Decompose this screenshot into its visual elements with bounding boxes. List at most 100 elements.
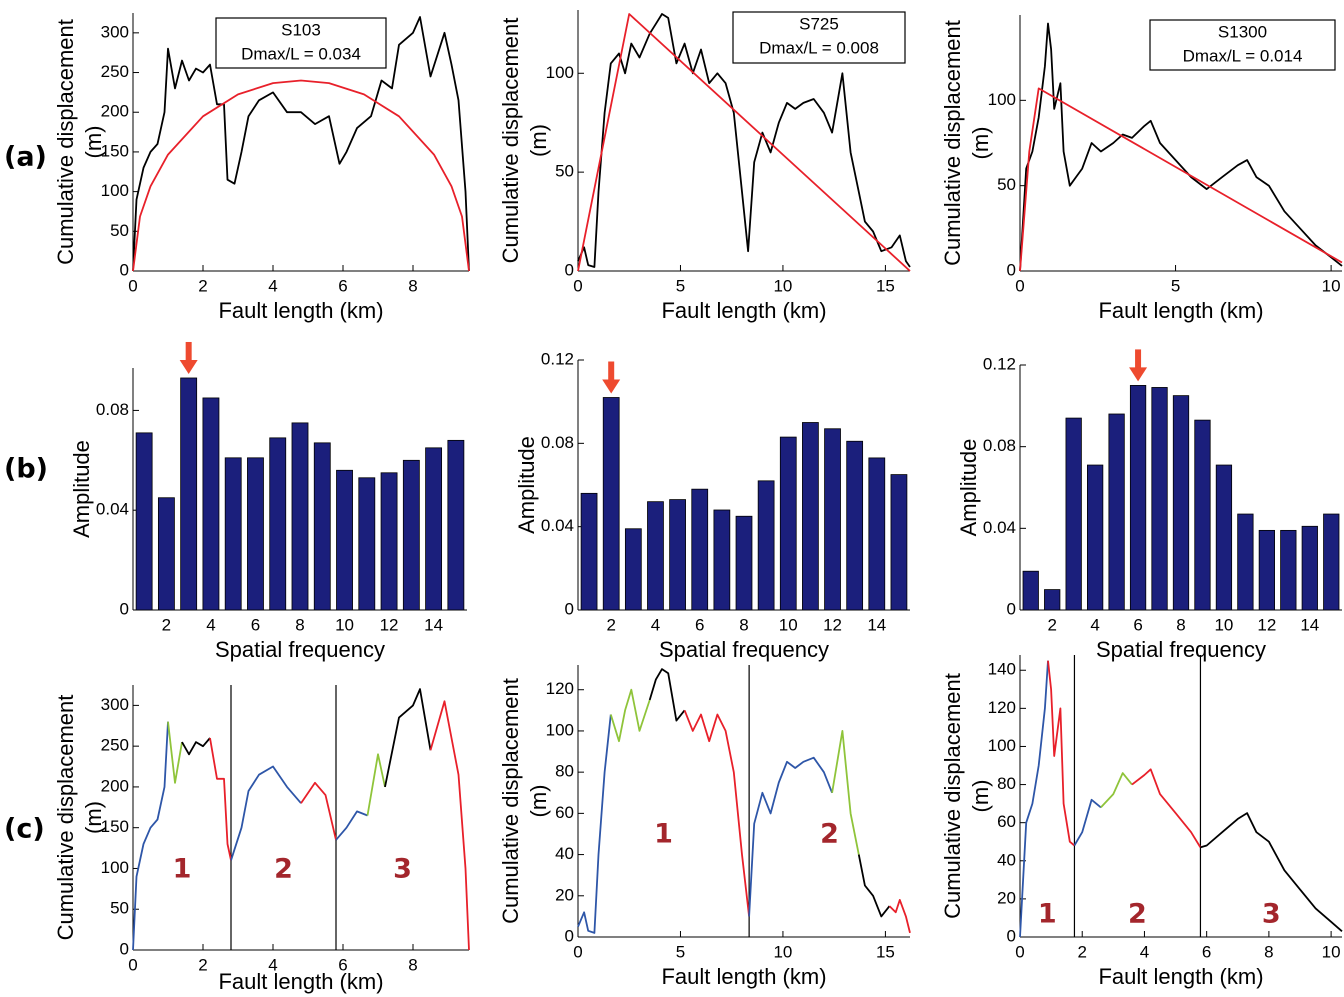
annotation: Dmax/L = 0.008	[759, 38, 879, 57]
bar	[757, 480, 775, 611]
x-tick-label: 10	[1322, 276, 1341, 295]
profile-line	[683, 709, 750, 917]
x-tick-label: 10	[779, 615, 798, 634]
bar	[602, 397, 620, 611]
x-tick-label: 8	[408, 276, 417, 295]
bar	[202, 397, 220, 611]
profile-line	[209, 737, 232, 861]
y-tick-label: 100	[546, 720, 574, 739]
profile-line	[366, 753, 386, 816]
x-tick-label: 4	[1140, 942, 1149, 961]
y-tick-label: 0	[120, 260, 129, 279]
bar	[1258, 529, 1275, 611]
y-axis-label: Amplitude	[69, 440, 94, 538]
x-tick-label: 0	[128, 955, 137, 974]
profile-line	[857, 854, 891, 918]
y-tick-label: 200	[101, 776, 129, 795]
profile-line	[1073, 798, 1102, 846]
row-label: (a)	[4, 142, 47, 173]
peak-arrow-part	[179, 359, 198, 374]
x-tick-label: 6	[338, 276, 347, 295]
bar	[447, 439, 465, 611]
annotation: Dmax/L = 0.014	[1183, 46, 1303, 65]
y-axis-label: Cumulative displacement	[940, 20, 965, 266]
profile-line	[335, 810, 368, 841]
annotation: S725	[799, 14, 839, 33]
profile-line	[888, 899, 911, 934]
x-tick-label: 14	[1300, 615, 1319, 634]
profile-line	[132, 16, 470, 272]
y-axis-label: Amplitude	[956, 439, 981, 537]
x-tick-label: 15	[876, 942, 895, 961]
bar	[713, 509, 731, 611]
y-axis-label: (m)	[526, 785, 551, 818]
peak-arrow	[1129, 349, 1148, 382]
bar	[1194, 419, 1211, 611]
profile-line	[132, 721, 169, 951]
x-tick-label: 10	[773, 276, 792, 295]
x-tick-label: 10	[773, 942, 792, 961]
y-tick-label: 0.08	[96, 400, 129, 419]
profile-line	[577, 13, 911, 272]
x-tick-label: 2	[606, 615, 615, 634]
x-axis-label: Spatial frequency	[659, 637, 829, 662]
bar	[802, 422, 819, 611]
bar	[313, 442, 331, 611]
bar	[1172, 395, 1190, 611]
x-tick-label: 0	[1015, 276, 1024, 295]
y-tick-label: 50	[997, 175, 1016, 194]
profile-line	[167, 721, 183, 784]
bar	[1087, 464, 1104, 611]
y-tick-label: 20	[555, 885, 574, 904]
bar	[402, 459, 420, 611]
y-axis-label: Cumulative displacement	[53, 695, 78, 941]
annotation: Dmax/L = 0.034	[241, 44, 361, 63]
bar	[735, 515, 753, 611]
bar	[380, 472, 398, 611]
bar	[224, 457, 242, 611]
profile-line	[384, 688, 432, 788]
segment-label: 2	[820, 819, 839, 850]
y-axis-label: Amplitude	[514, 436, 539, 534]
profile-line	[609, 688, 651, 743]
profile-line	[1100, 772, 1133, 809]
profile-line	[429, 700, 470, 951]
bar	[1108, 413, 1125, 611]
profile-line	[1200, 812, 1343, 932]
y-tick-label: 0.08	[983, 436, 1016, 455]
x-tick-label: 8	[739, 615, 748, 634]
profile-line	[300, 781, 337, 841]
bar	[691, 488, 709, 611]
x-tick-label: 2	[198, 276, 207, 295]
y-tick-label: 0	[120, 939, 129, 958]
y-tick-label: 0	[565, 599, 574, 618]
bar	[247, 457, 264, 611]
peak-arrow	[179, 341, 198, 374]
bar	[1044, 589, 1061, 611]
x-tick-label: 8	[1264, 942, 1273, 961]
y-axis-label: Cumulative displacement	[498, 678, 523, 924]
profile-line	[1131, 768, 1202, 848]
bar	[1129, 385, 1147, 611]
bar	[890, 474, 908, 611]
bar	[1280, 529, 1297, 611]
segment-label: 2	[274, 854, 293, 885]
x-tick-label: 6	[1202, 942, 1211, 961]
x-tick-label: 4	[651, 615, 660, 634]
y-tick-label: 40	[555, 844, 574, 863]
profile-line	[132, 79, 470, 272]
y-tick-label: 40	[997, 850, 1016, 869]
x-tick-label: 8	[295, 615, 304, 634]
y-tick-label: 0	[120, 599, 129, 618]
x-tick-label: 14	[867, 615, 886, 634]
y-tick-label: 150	[101, 817, 129, 836]
x-tick-label: 8	[1176, 615, 1185, 634]
bar	[779, 436, 797, 611]
x-tick-label: 5	[676, 276, 685, 295]
profile-line	[831, 730, 860, 855]
bar	[1215, 464, 1233, 611]
y-tick-label: 120	[546, 679, 574, 698]
x-axis-label: Fault length (km)	[1098, 298, 1263, 323]
x-tick-label: 4	[268, 955, 277, 974]
